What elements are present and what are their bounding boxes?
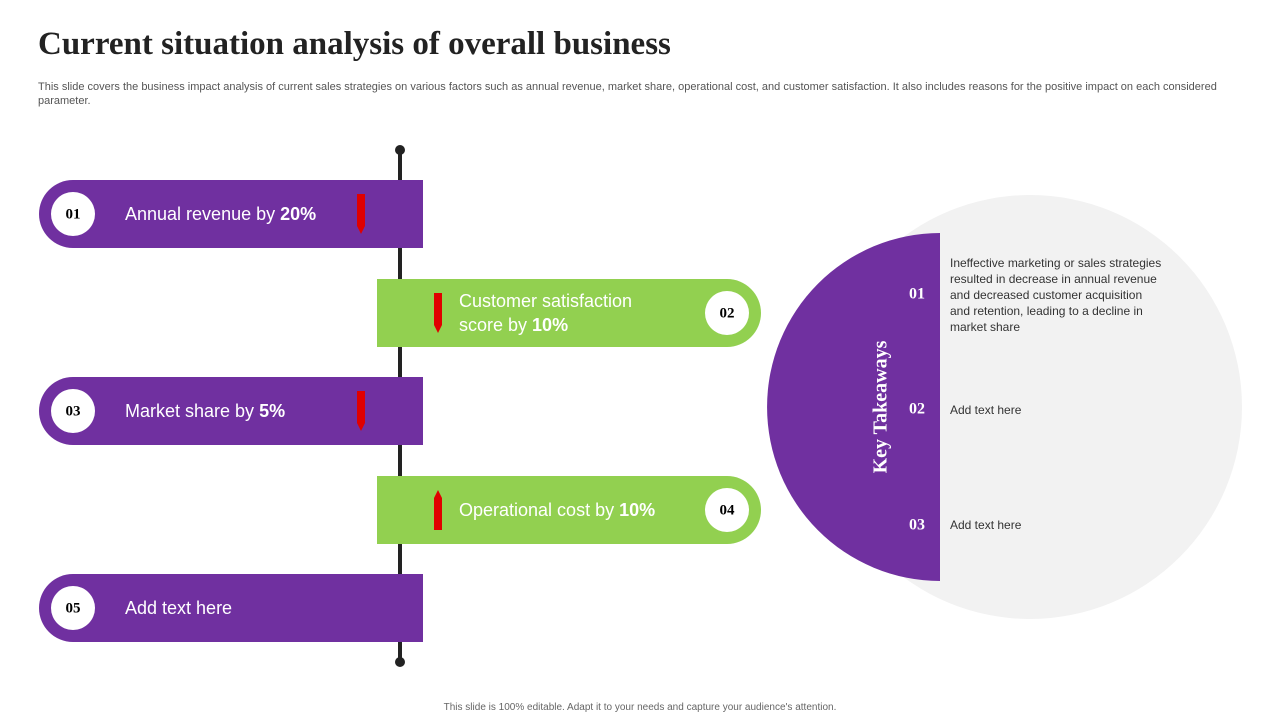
trend-icon <box>357 194 365 234</box>
item-line: score by 10% <box>459 313 632 337</box>
trend-icon <box>434 490 442 530</box>
item-highlight: 10% <box>619 500 656 520</box>
takeaway-number: 03 <box>909 517 925 534</box>
item-highlight: 20% <box>280 204 317 224</box>
number-circle <box>51 389 95 433</box>
takeaway-number: 01 <box>909 286 925 303</box>
number-circle <box>51 586 95 630</box>
item-text: Add text here <box>125 598 233 618</box>
item-line: Add text here <box>125 596 232 620</box>
item-number: 05 <box>66 600 81 616</box>
bar <box>377 476 761 544</box>
item-line: Operational cost by 10% <box>459 498 655 522</box>
bar <box>39 180 423 248</box>
trend-icon <box>434 293 442 333</box>
item-text: Customer satisfaction <box>459 291 633 311</box>
item-highlight: 5% <box>259 401 286 421</box>
item-number: 03 <box>66 403 81 419</box>
item-label: Customer satisfaction score by 10% <box>459 289 632 337</box>
takeaway-half <box>767 233 940 581</box>
item-line: Customer satisfaction <box>459 289 632 313</box>
item-text: Market share by <box>125 401 255 421</box>
item-number: 04 <box>720 502 736 518</box>
item-label: Operational cost by 10% <box>459 498 655 522</box>
item-number: 02 <box>720 305 735 321</box>
title: Current situation analysis of overall bu… <box>38 26 671 62</box>
takeaway-text: Add text here <box>950 518 1022 532</box>
item-text: Annual revenue by <box>125 204 276 224</box>
bars: 01 02 03 04 05 <box>39 180 761 642</box>
subtitle: This slide covers the business impact an… <box>38 81 1217 107</box>
takeaway-heading: Key Takeaways <box>870 340 892 473</box>
timeline-end <box>395 145 405 155</box>
takeaway-text: Add text here <box>950 403 1022 417</box>
item-label: Annual revenue by 20% <box>125 202 316 226</box>
number-circle <box>705 291 749 335</box>
timeline-end <box>395 657 405 667</box>
number-circle <box>705 488 749 532</box>
bar <box>39 574 423 642</box>
takeaway-text: Ineffective marketing or sales strategie… <box>950 256 1162 334</box>
item-line: Market share by 5% <box>125 399 285 423</box>
item-line: Annual revenue by 20% <box>125 202 316 226</box>
item-label: Market share by 5% <box>125 399 285 423</box>
item-highlight: 10% <box>532 315 569 335</box>
item-text: Operational cost by <box>459 500 615 520</box>
trend-icon <box>357 391 365 431</box>
takeaway-number: 02 <box>909 401 925 418</box>
footer: This slide is 100% editable. Adapt it to… <box>443 702 837 713</box>
item-number: 01 <box>66 206 81 222</box>
bar <box>377 279 761 347</box>
item-text: score by <box>459 315 528 335</box>
number-circle <box>51 192 95 236</box>
bar <box>39 377 423 445</box>
item-label: Add text here <box>125 596 232 620</box>
